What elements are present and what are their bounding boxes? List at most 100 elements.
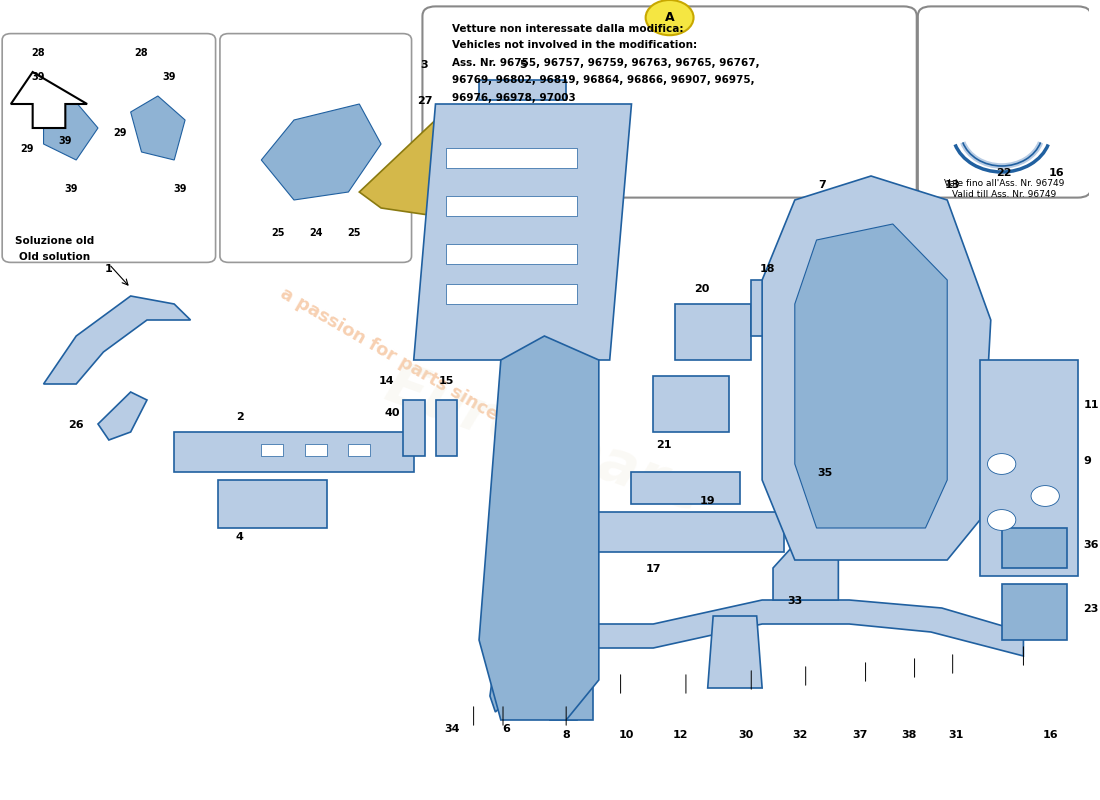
Text: 16: 16 <box>1048 168 1064 178</box>
Text: 8: 8 <box>562 730 570 739</box>
FancyBboxPatch shape <box>2 34 216 262</box>
Text: 9: 9 <box>1084 456 1091 466</box>
Text: 39: 39 <box>162 72 176 82</box>
Polygon shape <box>1002 528 1067 568</box>
Polygon shape <box>360 120 480 216</box>
Text: 38: 38 <box>901 730 916 739</box>
Polygon shape <box>578 600 1023 656</box>
Text: 39: 39 <box>173 184 186 194</box>
Text: 20: 20 <box>694 284 710 294</box>
Text: 23: 23 <box>1084 604 1099 614</box>
Text: A: A <box>664 11 674 24</box>
Polygon shape <box>490 656 512 712</box>
Bar <box>447 196 578 216</box>
Text: 11: 11 <box>1084 400 1099 410</box>
Text: 28: 28 <box>31 48 45 58</box>
Text: 35: 35 <box>817 468 833 478</box>
Circle shape <box>988 510 1015 530</box>
Bar <box>447 284 578 304</box>
Circle shape <box>988 454 1015 474</box>
Text: 10: 10 <box>618 730 634 739</box>
Text: 29: 29 <box>113 128 127 138</box>
Text: 3: 3 <box>421 60 428 70</box>
Text: 40: 40 <box>384 408 399 418</box>
Polygon shape <box>403 400 425 456</box>
Text: 25: 25 <box>348 228 361 238</box>
Polygon shape <box>98 392 147 440</box>
Polygon shape <box>980 360 1078 576</box>
Text: Ass. Nr. 96755, 96757, 96759, 96763, 96765, 96767,: Ass. Nr. 96755, 96757, 96759, 96763, 967… <box>452 58 759 68</box>
Text: 26: 26 <box>68 420 84 430</box>
Text: Vehicles not involved in the modification:: Vehicles not involved in the modificatio… <box>452 40 697 50</box>
Polygon shape <box>44 96 98 160</box>
Text: 34: 34 <box>444 724 460 734</box>
Polygon shape <box>566 512 784 552</box>
Text: 5: 5 <box>519 60 527 70</box>
Polygon shape <box>480 80 566 100</box>
Text: Vetture non interessate dalla modifica:: Vetture non interessate dalla modifica: <box>452 24 683 34</box>
Text: 36: 36 <box>1084 540 1099 550</box>
Bar <box>262 444 283 456</box>
Text: 1: 1 <box>104 264 113 274</box>
Polygon shape <box>707 616 762 688</box>
Text: Valid till Ass. Nr. 96749: Valid till Ass. Nr. 96749 <box>952 190 1056 198</box>
Text: Vale fino all'Ass. Nr. 96749: Vale fino all'Ass. Nr. 96749 <box>944 178 1064 188</box>
Circle shape <box>646 0 693 35</box>
Text: 33: 33 <box>788 596 802 606</box>
Text: 2: 2 <box>235 412 243 422</box>
Text: 96769, 96802, 96819, 96864, 96866, 96907, 96975,: 96769, 96802, 96819, 96864, 96866, 96907… <box>452 75 755 85</box>
Text: 22: 22 <box>997 168 1012 178</box>
Bar <box>447 244 578 264</box>
Text: 39: 39 <box>58 136 73 146</box>
FancyBboxPatch shape <box>422 6 916 198</box>
Text: 12: 12 <box>673 730 689 739</box>
Text: 27: 27 <box>417 96 432 106</box>
Text: 29: 29 <box>21 144 34 154</box>
Text: 4: 4 <box>235 532 243 542</box>
Polygon shape <box>550 624 578 720</box>
Circle shape <box>810 442 838 462</box>
Polygon shape <box>436 400 458 456</box>
Polygon shape <box>653 376 729 432</box>
Text: 24: 24 <box>309 228 322 238</box>
Polygon shape <box>480 336 598 720</box>
Text: 28: 28 <box>134 48 148 58</box>
Text: 15: 15 <box>439 376 454 386</box>
Polygon shape <box>773 544 838 600</box>
FancyBboxPatch shape <box>220 34 411 262</box>
Text: Eurospare: Eurospare <box>377 356 712 524</box>
Polygon shape <box>11 72 87 128</box>
Polygon shape <box>131 96 185 160</box>
Text: 39: 39 <box>32 72 45 82</box>
Bar <box>305 444 327 456</box>
Polygon shape <box>44 296 190 384</box>
Text: 13: 13 <box>945 180 960 190</box>
Text: 31: 31 <box>948 730 964 739</box>
Text: 7: 7 <box>818 180 826 190</box>
Text: Old solution: Old solution <box>19 252 90 262</box>
Polygon shape <box>414 104 631 360</box>
Circle shape <box>1031 486 1059 506</box>
Text: 16: 16 <box>1043 730 1058 739</box>
FancyBboxPatch shape <box>917 6 1091 198</box>
Text: 17: 17 <box>646 564 661 574</box>
Text: 39: 39 <box>64 184 77 194</box>
Text: Soluzione old: Soluzione old <box>14 236 95 246</box>
Polygon shape <box>675 304 751 360</box>
Text: 14: 14 <box>378 376 394 386</box>
Text: 30: 30 <box>738 730 754 739</box>
Text: 19: 19 <box>700 496 715 506</box>
Polygon shape <box>262 104 381 200</box>
Text: a passion for parts since 1985: a passion for parts since 1985 <box>277 284 550 452</box>
Text: 37: 37 <box>852 730 868 739</box>
Polygon shape <box>218 480 327 528</box>
Polygon shape <box>1002 584 1067 640</box>
Text: 21: 21 <box>657 440 672 450</box>
Text: 25: 25 <box>271 228 285 238</box>
Polygon shape <box>795 224 947 528</box>
Polygon shape <box>751 280 795 336</box>
Text: 32: 32 <box>793 730 807 739</box>
Polygon shape <box>174 432 414 472</box>
Bar <box>349 444 371 456</box>
Polygon shape <box>561 624 593 720</box>
